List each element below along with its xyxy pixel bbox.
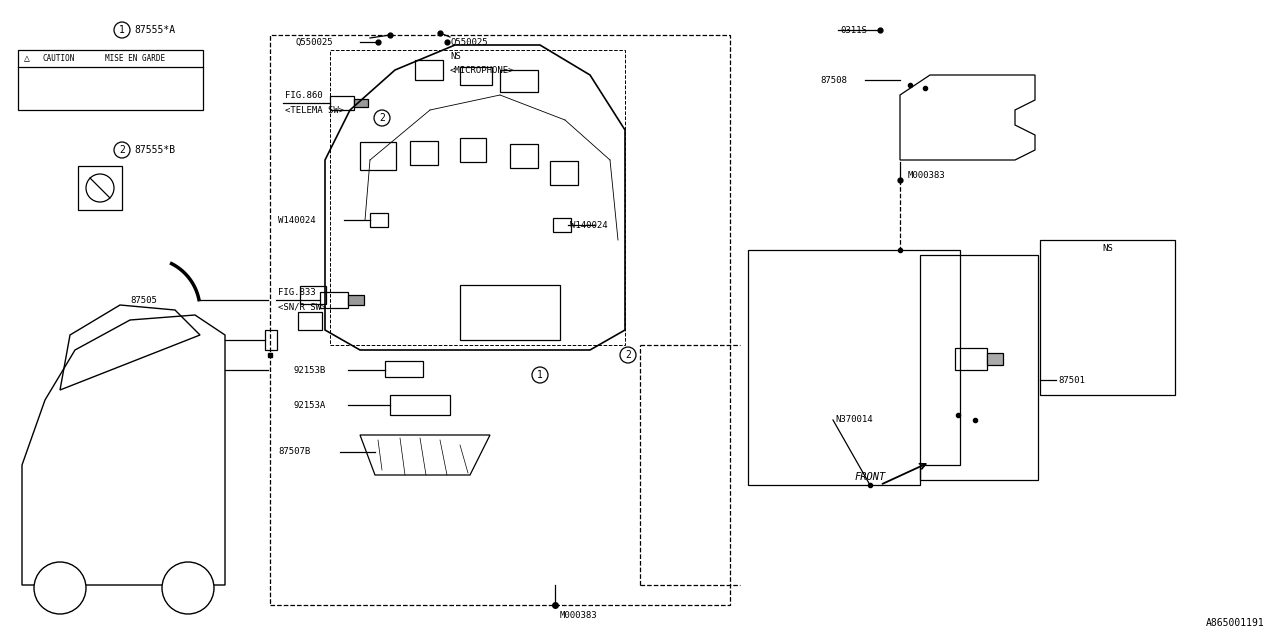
Text: 1: 1: [119, 25, 125, 35]
Text: CAUTION: CAUTION: [42, 54, 74, 63]
Text: FIG.860: FIG.860: [285, 90, 323, 99]
Text: A865001191: A865001191: [1206, 618, 1265, 628]
Bar: [320, 292, 348, 308]
Text: 2: 2: [379, 113, 385, 123]
Bar: [348, 295, 364, 305]
Text: FIG.833: FIG.833: [278, 287, 316, 296]
Bar: [920, 255, 1038, 480]
Text: 87501: 87501: [1059, 376, 1085, 385]
Text: 87507B: 87507B: [278, 447, 310, 456]
Text: 92153A: 92153A: [293, 401, 325, 410]
Bar: [385, 361, 422, 377]
Bar: [550, 161, 579, 185]
Bar: [415, 60, 443, 80]
Text: W140024: W140024: [570, 221, 608, 230]
Bar: [298, 312, 323, 330]
Text: FRONT: FRONT: [855, 472, 886, 482]
Text: 1: 1: [538, 370, 543, 380]
Text: 87505: 87505: [131, 296, 157, 305]
Circle shape: [163, 562, 214, 614]
Text: Q550025: Q550025: [294, 38, 333, 47]
Bar: [500, 70, 538, 92]
Text: 92153B: 92153B: [293, 365, 325, 374]
Bar: [360, 142, 396, 170]
Bar: [955, 348, 987, 370]
Text: 87508: 87508: [820, 76, 847, 84]
Bar: [78, 166, 122, 210]
Bar: [300, 286, 326, 304]
Bar: [355, 99, 369, 107]
Bar: [330, 50, 625, 345]
Text: <TELEMA SW>: <TELEMA SW>: [285, 106, 344, 115]
Text: 87555*A: 87555*A: [134, 25, 175, 35]
Text: N370014: N370014: [835, 415, 873, 424]
Text: 2: 2: [119, 145, 125, 155]
Text: M000383: M000383: [908, 170, 946, 179]
Bar: [553, 218, 571, 232]
Bar: [390, 395, 451, 415]
Bar: [460, 138, 486, 162]
Circle shape: [35, 562, 86, 614]
Text: 2: 2: [625, 350, 631, 360]
Bar: [330, 96, 355, 110]
Bar: [1039, 240, 1175, 395]
Text: NS: NS: [1102, 243, 1114, 253]
Text: 87555*B: 87555*B: [134, 145, 175, 155]
Text: 0311S: 0311S: [840, 26, 867, 35]
Text: M000383: M000383: [561, 611, 598, 620]
Bar: [270, 35, 730, 605]
Bar: [460, 285, 561, 340]
Bar: [370, 213, 388, 227]
Text: △: △: [24, 53, 29, 63]
Bar: [987, 353, 1004, 365]
Text: NS: NS: [451, 51, 461, 61]
Bar: [509, 144, 538, 168]
Bar: [410, 141, 438, 165]
Text: <MICROPHONE>: <MICROPHONE>: [451, 65, 515, 74]
Bar: [18, 50, 204, 110]
Text: <SN/R SW>: <SN/R SW>: [278, 303, 326, 312]
Text: MISE EN GARDE: MISE EN GARDE: [105, 54, 165, 63]
Text: W140024: W140024: [278, 216, 316, 225]
Bar: [265, 330, 276, 350]
Text: Q550025: Q550025: [451, 38, 488, 47]
Bar: [460, 67, 492, 85]
